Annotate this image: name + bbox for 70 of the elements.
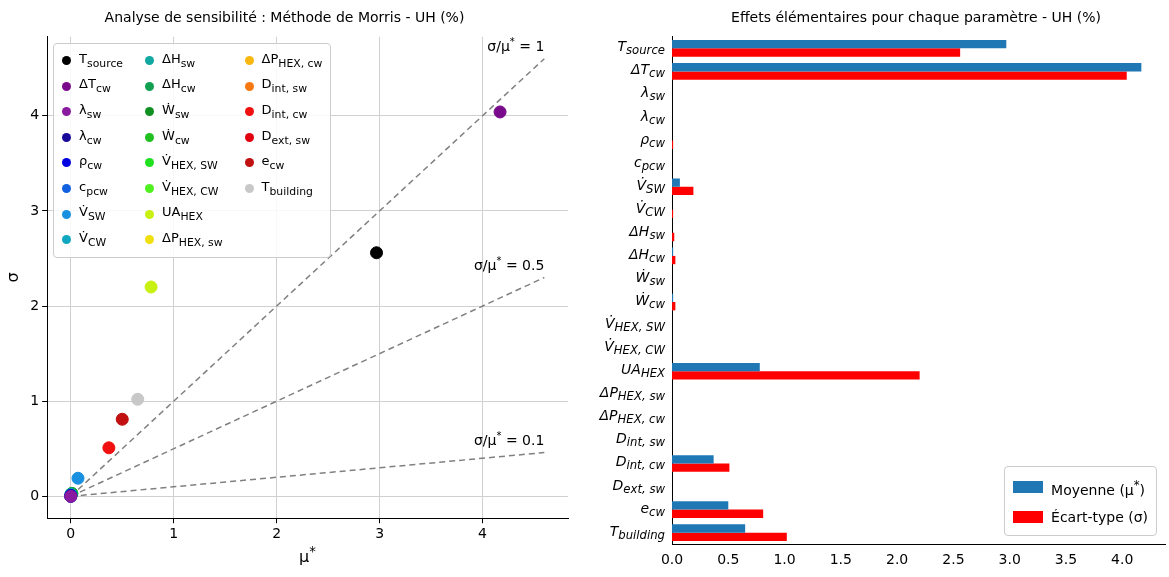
x-axis-title: μ$^{*}$ [299,544,316,567]
y-tick-label: 1 [30,391,40,408]
y-tick-label: D$_{int, cw}$ [615,453,665,474]
x-tick-label: 2.5 [942,551,965,568]
x-tick-label: 1.0 [773,551,796,568]
annotation: σ/μ* = 0.1 [473,429,545,448]
x-tick-label: 1 [169,525,179,542]
y-tick-label: Ẇ$_{cw}$ [635,291,665,313]
y-tick-label: 2 [30,296,40,313]
legend-label: UA$_{HEX}$ [162,203,203,225]
legend-label: V̇$_{SW}$ [79,203,106,225]
legend-label: V̇$_{CW}$ [79,228,107,251]
legend-label: D$_{int, sw}$ [261,75,308,97]
y-tick-label: V̇$_{HEX, CW}$ [604,337,665,359]
annotation: σ/μ* = 0.5 [473,254,545,273]
legend-label: D$_{int, cw}$ [261,101,308,123]
y-tick-label: ΔH$_{cw}$ [628,245,665,267]
legend-label: λ$_{sw}$ [79,101,102,123]
y-tick-label: 0 [30,486,40,503]
legend-label: T$_{building}$ [261,177,313,200]
x-tick-label: 0 [66,525,76,542]
annotation: σ/μ* = 1 [487,35,545,54]
x-tick-label: 3 [375,525,385,542]
chart-title: Effets élémentaires pour chaque paramètre - UH (%) [731,9,1101,26]
legend-label: ΔH$_{sw}$ [162,49,196,72]
legend-label: Ẇ$_{sw}$ [162,101,190,123]
x-tick-label: 2.0 [885,551,909,568]
legend-label: V̇$_{HEX, CW}$ [162,177,219,200]
x-tick-label: 2 [272,525,282,542]
y-tick-label: e$_{cw}$ [640,499,665,520]
x-tick-label: 4 [478,525,488,542]
x-tick-label: 0.0 [660,551,684,568]
legend-label: ΔH$_{cw}$ [162,75,196,97]
y-tick-label: UA$_{HEX}$ [621,360,665,382]
legend-label: V̇$_{HEX, SW}$ [162,152,218,174]
y-tick-label: V̇$_{HEX, SW}$ [604,314,665,336]
y-tick-label: D$_{ext, sw}$ [612,476,665,497]
y-tick-label: 3 [30,201,40,218]
legend-label: ΔP$_{HEX, sw}$ [162,228,223,251]
y-tick-label: ΔT$_{cw}$ [630,60,665,82]
chart-title: Analyse de sensibilité : Méthode de Morris - UH (%) [104,9,465,26]
y-tick-label: λ$_{sw}$ [641,84,665,105]
legend-label: D$_{ext, sw}$ [261,126,311,149]
x-tick-label: 4.0 [1111,551,1134,568]
legend-label: Ẇ$_{cw}$ [162,126,190,149]
legend-label: λ$_{cw}$ [79,126,102,149]
y-tick-label: Ẇ$_{sw}$ [635,268,665,290]
y-tick-label: 4 [30,106,40,123]
legend-label: ΔT$_{cw}$ [79,75,111,97]
legend-label: ΔP$_{HEX, cw}$ [261,49,323,72]
y-tick-label: D$_{int, sw}$ [616,430,665,451]
y-tick-label: V̇$_{SW}$ [636,176,665,198]
legend-label: Écart-type (σ) [1051,508,1148,528]
y-tick-label: λ$_{cw}$ [640,107,665,128]
y-tick-label: ΔH$_{sw}$ [629,222,665,244]
x-tick-label: 3.0 [998,551,1021,568]
x-tick-label: 1.5 [829,551,852,568]
y-tick-label: ΔP$_{HEX, cw}$ [599,406,665,428]
y-tick-label: V̇$_{CW}$ [635,199,665,221]
y-tick-label: ΔP$_{HEX, sw}$ [599,383,665,405]
y-axis-title: σ [2,272,22,283]
legend-label: ρ$_{cw}$ [79,152,103,174]
x-tick-label: 0.5 [717,551,740,568]
y-tick-label: T$_{building}$ [609,522,665,544]
y-tick-label: T$_{source}$ [617,37,665,59]
y-tick-label: ρ$_{cw}$ [640,130,665,151]
legend-label: T$_{source}$ [79,49,124,72]
x-tick-label: 3.5 [1054,551,1078,568]
legend-label: e$_{cw}$ [261,152,285,174]
legend-label: Moyenne (μ$^{*}$) [1051,476,1146,500]
